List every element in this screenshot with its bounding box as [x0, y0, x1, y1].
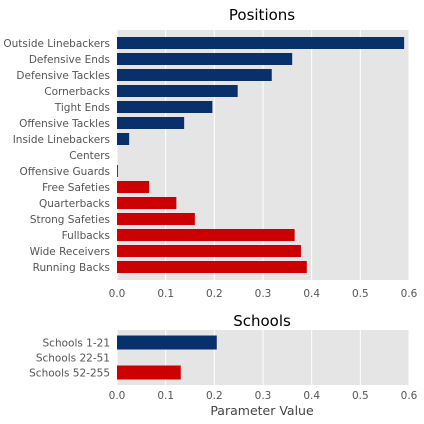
positions-x-tick-label: 0.6 — [401, 288, 418, 300]
positions-y-tick-label: Defensive Tackles — [16, 70, 110, 82]
bar-tight-ends — [117, 101, 213, 113]
positions-y-tick-label: Offensive Tackles — [19, 118, 110, 130]
positions-y-tick-label: Strong Safeties — [30, 214, 110, 226]
bar-running-backs — [117, 261, 307, 273]
bar-cornerbacks — [117, 85, 238, 97]
positions-x-tick-label: 0.3 — [255, 288, 272, 300]
positions-y-tick-label: Inside Linebackers — [13, 134, 110, 146]
schools-x-tick-label: 0.0 — [109, 390, 126, 402]
schools-x-tick-label: 0.3 — [255, 390, 272, 402]
positions-y-tick-label: Running Backs — [33, 262, 110, 274]
schools-x-tick-label: 0.5 — [352, 390, 369, 402]
positions-y-tick-label: Tight Ends — [54, 102, 110, 114]
positions-y-tick-label: Quarterbacks — [39, 198, 110, 210]
bar-offensive-tackles — [117, 117, 185, 129]
positions-y-tick-label: Wide Receivers — [30, 246, 110, 258]
positions-x-tick-label: 0.4 — [303, 288, 320, 300]
bar-defensive-ends — [117, 53, 293, 65]
bar-fullbacks — [117, 229, 295, 241]
positions-y-tick-label: Cornerbacks — [44, 86, 110, 98]
positions-y-tick-label: Outside Linebackers — [3, 38, 110, 50]
positions-x-tick-label: 0.0 — [109, 288, 126, 300]
positions-x-tick-label: 0.2 — [206, 288, 223, 300]
positions-x-tick-label: 0.1 — [157, 288, 174, 300]
positions-y-tick-label: Defensive Ends — [29, 54, 110, 66]
bar-inside-linebackers — [117, 133, 130, 145]
schools-x-tick-label: 0.4 — [303, 390, 320, 402]
schools-x-axis-label: Parameter Value — [210, 403, 314, 418]
bar-strong-safeties — [117, 213, 195, 225]
bar-quarterbacks — [117, 197, 177, 209]
bar-offensive-guards — [117, 165, 118, 177]
bar-defensive-tackles — [117, 69, 272, 81]
bar-outside-linebackers — [117, 37, 405, 49]
schools-x-tick-label: 0.2 — [206, 390, 223, 402]
schools-chart: Schools Parameter Value 0.0 0.1 0.2 0.3 0.4 0… — [29, 312, 418, 418]
positions-y-tick-label: Fullbacks — [62, 230, 110, 242]
positions-x-tick-label: 0.5 — [352, 288, 369, 300]
bar-wide-receivers — [117, 245, 301, 257]
bar-schools-52-255 — [117, 365, 181, 380]
schools-x-tick-label: 0.1 — [157, 390, 174, 402]
schools-y-tick-label: Schools 22-51 — [36, 352, 110, 364]
positions-y-tick-label: Free Safeties — [42, 182, 110, 194]
bar-free-safeties — [117, 181, 150, 193]
schools-x-tick-label: 0.6 — [401, 390, 418, 402]
positions-y-tick-label: Centers — [69, 150, 110, 162]
schools-chart-title: Schools — [233, 312, 291, 330]
bar-schools-1-21 — [117, 335, 217, 350]
schools-y-tick-label: Schools 52-255 — [29, 367, 110, 379]
positions-chart: Positions 0.0 0.1 0.2 0.3 0.4 0.5 0.6 Outside L… — [3, 6, 417, 300]
positions-chart-title: Positions — [229, 6, 295, 24]
schools-y-tick-label: Schools 1-21 — [43, 337, 111, 349]
positions-y-tick-label: Offensive Guards — [19, 166, 110, 178]
